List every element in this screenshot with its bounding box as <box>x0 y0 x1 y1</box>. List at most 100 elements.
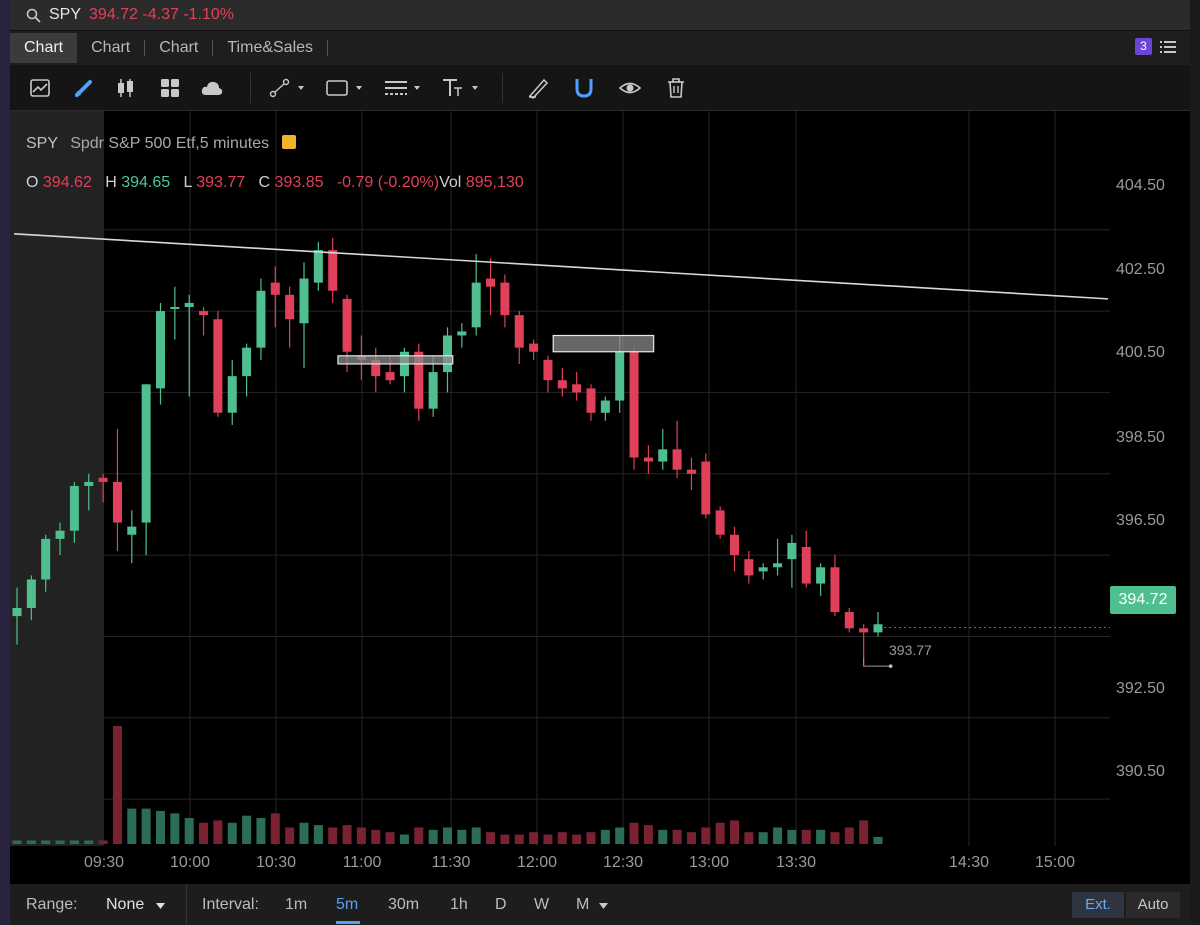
candle-body <box>486 278 496 287</box>
candle-body <box>127 526 137 535</box>
symbol-quote: 394.72 -4.37 -1.10% <box>89 6 235 23</box>
volume-bar <box>586 832 596 844</box>
price-tick: 398.50 <box>1116 429 1165 446</box>
volume-bar <box>457 829 467 844</box>
time-tick: 14:30 <box>948 854 990 871</box>
notes-icon[interactable] <box>281 135 296 149</box>
interval-day[interactable]: D <box>495 896 507 913</box>
candle-body <box>26 579 36 608</box>
candle-body <box>787 542 797 560</box>
pencil-icon[interactable] <box>72 76 96 100</box>
time-tick: 13:00 <box>688 854 730 871</box>
eye-icon[interactable] <box>618 76 642 100</box>
interval-5m[interactable]: 5m <box>336 896 359 913</box>
trendline-tool-icon[interactable] <box>268 76 308 100</box>
symbol-search-bar[interactable]: SPY 394.72 -4.37 -1.10% <box>10 0 1190 31</box>
candle-body <box>658 449 668 462</box>
line-style-icon[interactable] <box>382 76 424 100</box>
extended-hours-button[interactable]: Ext. <box>1072 892 1124 918</box>
low-label: L <box>183 174 192 191</box>
candle-body <box>342 298 352 352</box>
volume-bar <box>859 820 869 844</box>
tab-chart-2[interactable]: Chart <box>91 39 131 56</box>
candle-body <box>385 372 395 381</box>
candle-body <box>170 307 180 310</box>
volume-bar <box>844 827 854 844</box>
candle-body <box>715 510 725 535</box>
legend-symbol: SPY <box>26 135 58 152</box>
text-tool-icon[interactable] <box>440 76 482 100</box>
volume-bar <box>141 808 151 844</box>
volume-bar <box>758 832 768 844</box>
candle-body <box>414 351 424 409</box>
interval-1m[interactable]: 1m <box>285 896 308 913</box>
rectangle-tool-icon[interactable] <box>324 76 366 100</box>
tab-chart-3[interactable]: Chart <box>159 39 199 56</box>
volume-bar <box>830 832 840 844</box>
chart-panel[interactable]: SPY Spdr S&P 500 Etf,5 minutes O 394.62 … <box>10 111 1190 884</box>
volume-bar <box>715 822 725 844</box>
grid-icon[interactable] <box>158 76 182 100</box>
tab-time-and-sales[interactable]: Time&Sales <box>227 39 314 56</box>
price-tick: 396.50 <box>1116 512 1165 529</box>
candle-body <box>744 559 754 576</box>
chevron-down-icon[interactable] <box>599 903 608 909</box>
volume-bar <box>701 827 711 844</box>
volume-bar <box>443 827 452 844</box>
price-tick: 402.50 <box>1116 261 1165 278</box>
interval-30m[interactable]: 30m <box>388 896 420 913</box>
interval-1h[interactable]: 1h <box>450 896 468 913</box>
time-tick: 10:00 <box>169 854 211 871</box>
candle-body <box>586 388 596 413</box>
candle-body <box>242 347 252 377</box>
volume-bar <box>643 825 653 844</box>
cloud-icon[interactable] <box>200 76 224 100</box>
volume-bar <box>98 840 108 844</box>
list-menu-icon[interactable] <box>1160 40 1176 54</box>
brush-icon[interactable] <box>526 76 550 100</box>
time-tick: 09:30 <box>83 854 125 871</box>
ohlc-readout: O 394.62 H 394.65 L 393.77 C 393.85 -0.7… <box>26 174 524 192</box>
trendline-drawing <box>13 233 1109 300</box>
volume-bar <box>385 832 395 844</box>
interval-week[interactable]: W <box>534 896 550 913</box>
volume-bar <box>801 829 811 844</box>
candle-body <box>112 481 122 523</box>
time-tick: 11:00 <box>342 854 382 871</box>
candle-body <box>500 282 510 316</box>
auto-scale-button[interactable]: Auto <box>1126 892 1180 918</box>
volume-bar <box>313 825 323 844</box>
time-tick: 15:00 <box>1034 854 1076 871</box>
candlestick-icon[interactable] <box>114 76 138 100</box>
volume-bar <box>112 726 122 844</box>
rectangle-drawing <box>337 355 454 365</box>
magnet-icon[interactable] <box>572 76 596 100</box>
interval-month[interactable]: M <box>576 896 590 913</box>
volume-bar <box>471 827 481 844</box>
trash-icon[interactable] <box>664 76 688 100</box>
volume-bar <box>26 840 36 844</box>
chevron-down-icon[interactable] <box>156 903 165 909</box>
interval-selected-underline <box>336 921 360 924</box>
volume-bar <box>672 829 682 844</box>
candle-body <box>844 612 854 629</box>
low-marker-dot <box>888 664 893 668</box>
price-tick: 400.50 <box>1116 344 1165 361</box>
volume-bar <box>156 810 165 844</box>
candle-body <box>758 567 768 572</box>
volume-bar <box>371 829 381 844</box>
volume-bar <box>213 820 223 844</box>
tab-chart-1[interactable]: Chart <box>10 33 78 63</box>
candle-body <box>12 607 22 617</box>
range-dropdown[interactable]: None <box>106 896 145 913</box>
candlestick-chart[interactable] <box>10 111 1190 884</box>
layout-count-badge[interactable]: 3 <box>1135 38 1152 55</box>
volume-bar <box>428 829 438 844</box>
candle-body <box>270 282 280 295</box>
tab-bar: Chart Chart Chart Time&Sales 3 <box>10 31 1190 65</box>
price-tick: 390.50 <box>1116 763 1165 780</box>
tab-separator <box>144 40 146 56</box>
volume-bar <box>615 827 625 844</box>
interval-label: Interval: <box>202 896 259 913</box>
line-chart-icon[interactable] <box>28 76 52 100</box>
